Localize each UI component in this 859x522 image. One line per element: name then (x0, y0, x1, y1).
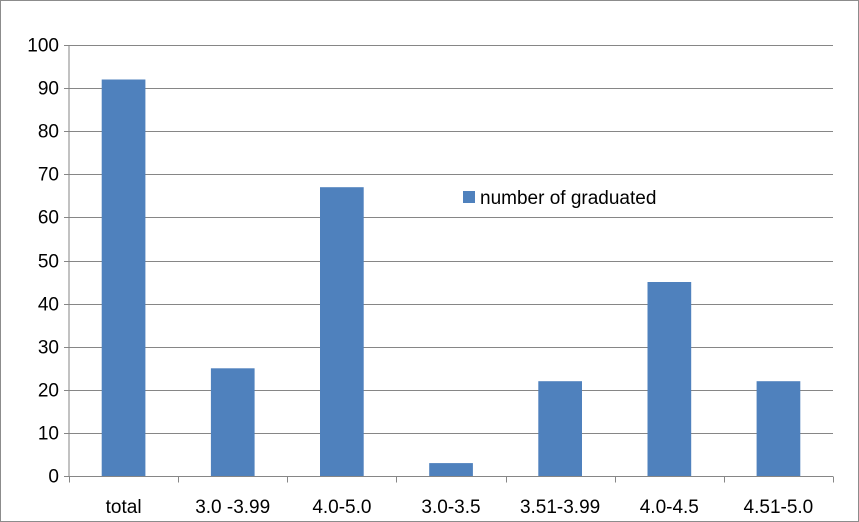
legend-swatch (463, 191, 475, 203)
y-tick-label: 20 (38, 381, 59, 402)
y-tick-label: 40 (38, 295, 59, 316)
bar-3-0-3-5 (429, 463, 473, 476)
x-tick-label: 3.0 -3.99 (195, 497, 270, 518)
bars (101, 79, 801, 477)
y-tick-label: 90 (38, 79, 59, 100)
y-tick-label: 60 (38, 208, 59, 229)
y-tick-label: 30 (38, 338, 59, 359)
x-tick-label: total (106, 497, 142, 518)
y-tick-label: 80 (38, 122, 59, 143)
y-axis-tick-labels: 0 10 20 30 40 50 60 70 80 90 100 (27, 36, 59, 488)
gridlines (69, 45, 833, 434)
x-tick-label: 4.0-4.5 (640, 497, 699, 518)
legend: number of graduated (463, 188, 656, 209)
bar-4-0-4-5 (647, 282, 692, 476)
bar-3-51-3-99 (538, 381, 582, 476)
legend-label: number of graduated (480, 188, 656, 209)
y-tick-label: 100 (27, 36, 59, 57)
bar-3-0-3-99 (210, 368, 255, 477)
bar-total (101, 79, 146, 476)
y-tick-label: 10 (38, 424, 59, 445)
x-tick-label: 4.51-5.0 (744, 497, 814, 518)
y-tick-label: 0 (48, 467, 59, 488)
x-tick-label: 4.0-5.0 (312, 497, 371, 518)
x-tick-label: 3.51-3.99 (520, 497, 600, 518)
x-tick-label: 3.0-3.5 (421, 497, 480, 518)
bar-4-51-5-0 (756, 381, 801, 476)
bar-4-0-5-0 (320, 187, 364, 476)
x-axis (64, 45, 834, 483)
y-tick-label: 50 (38, 252, 59, 273)
x-axis-tick-labels: total 3.0 -3.99 4.0-5.0 3.0-3.5 3.51-3.99 4.0… (106, 497, 814, 518)
y-tick-label: 70 (38, 165, 59, 186)
